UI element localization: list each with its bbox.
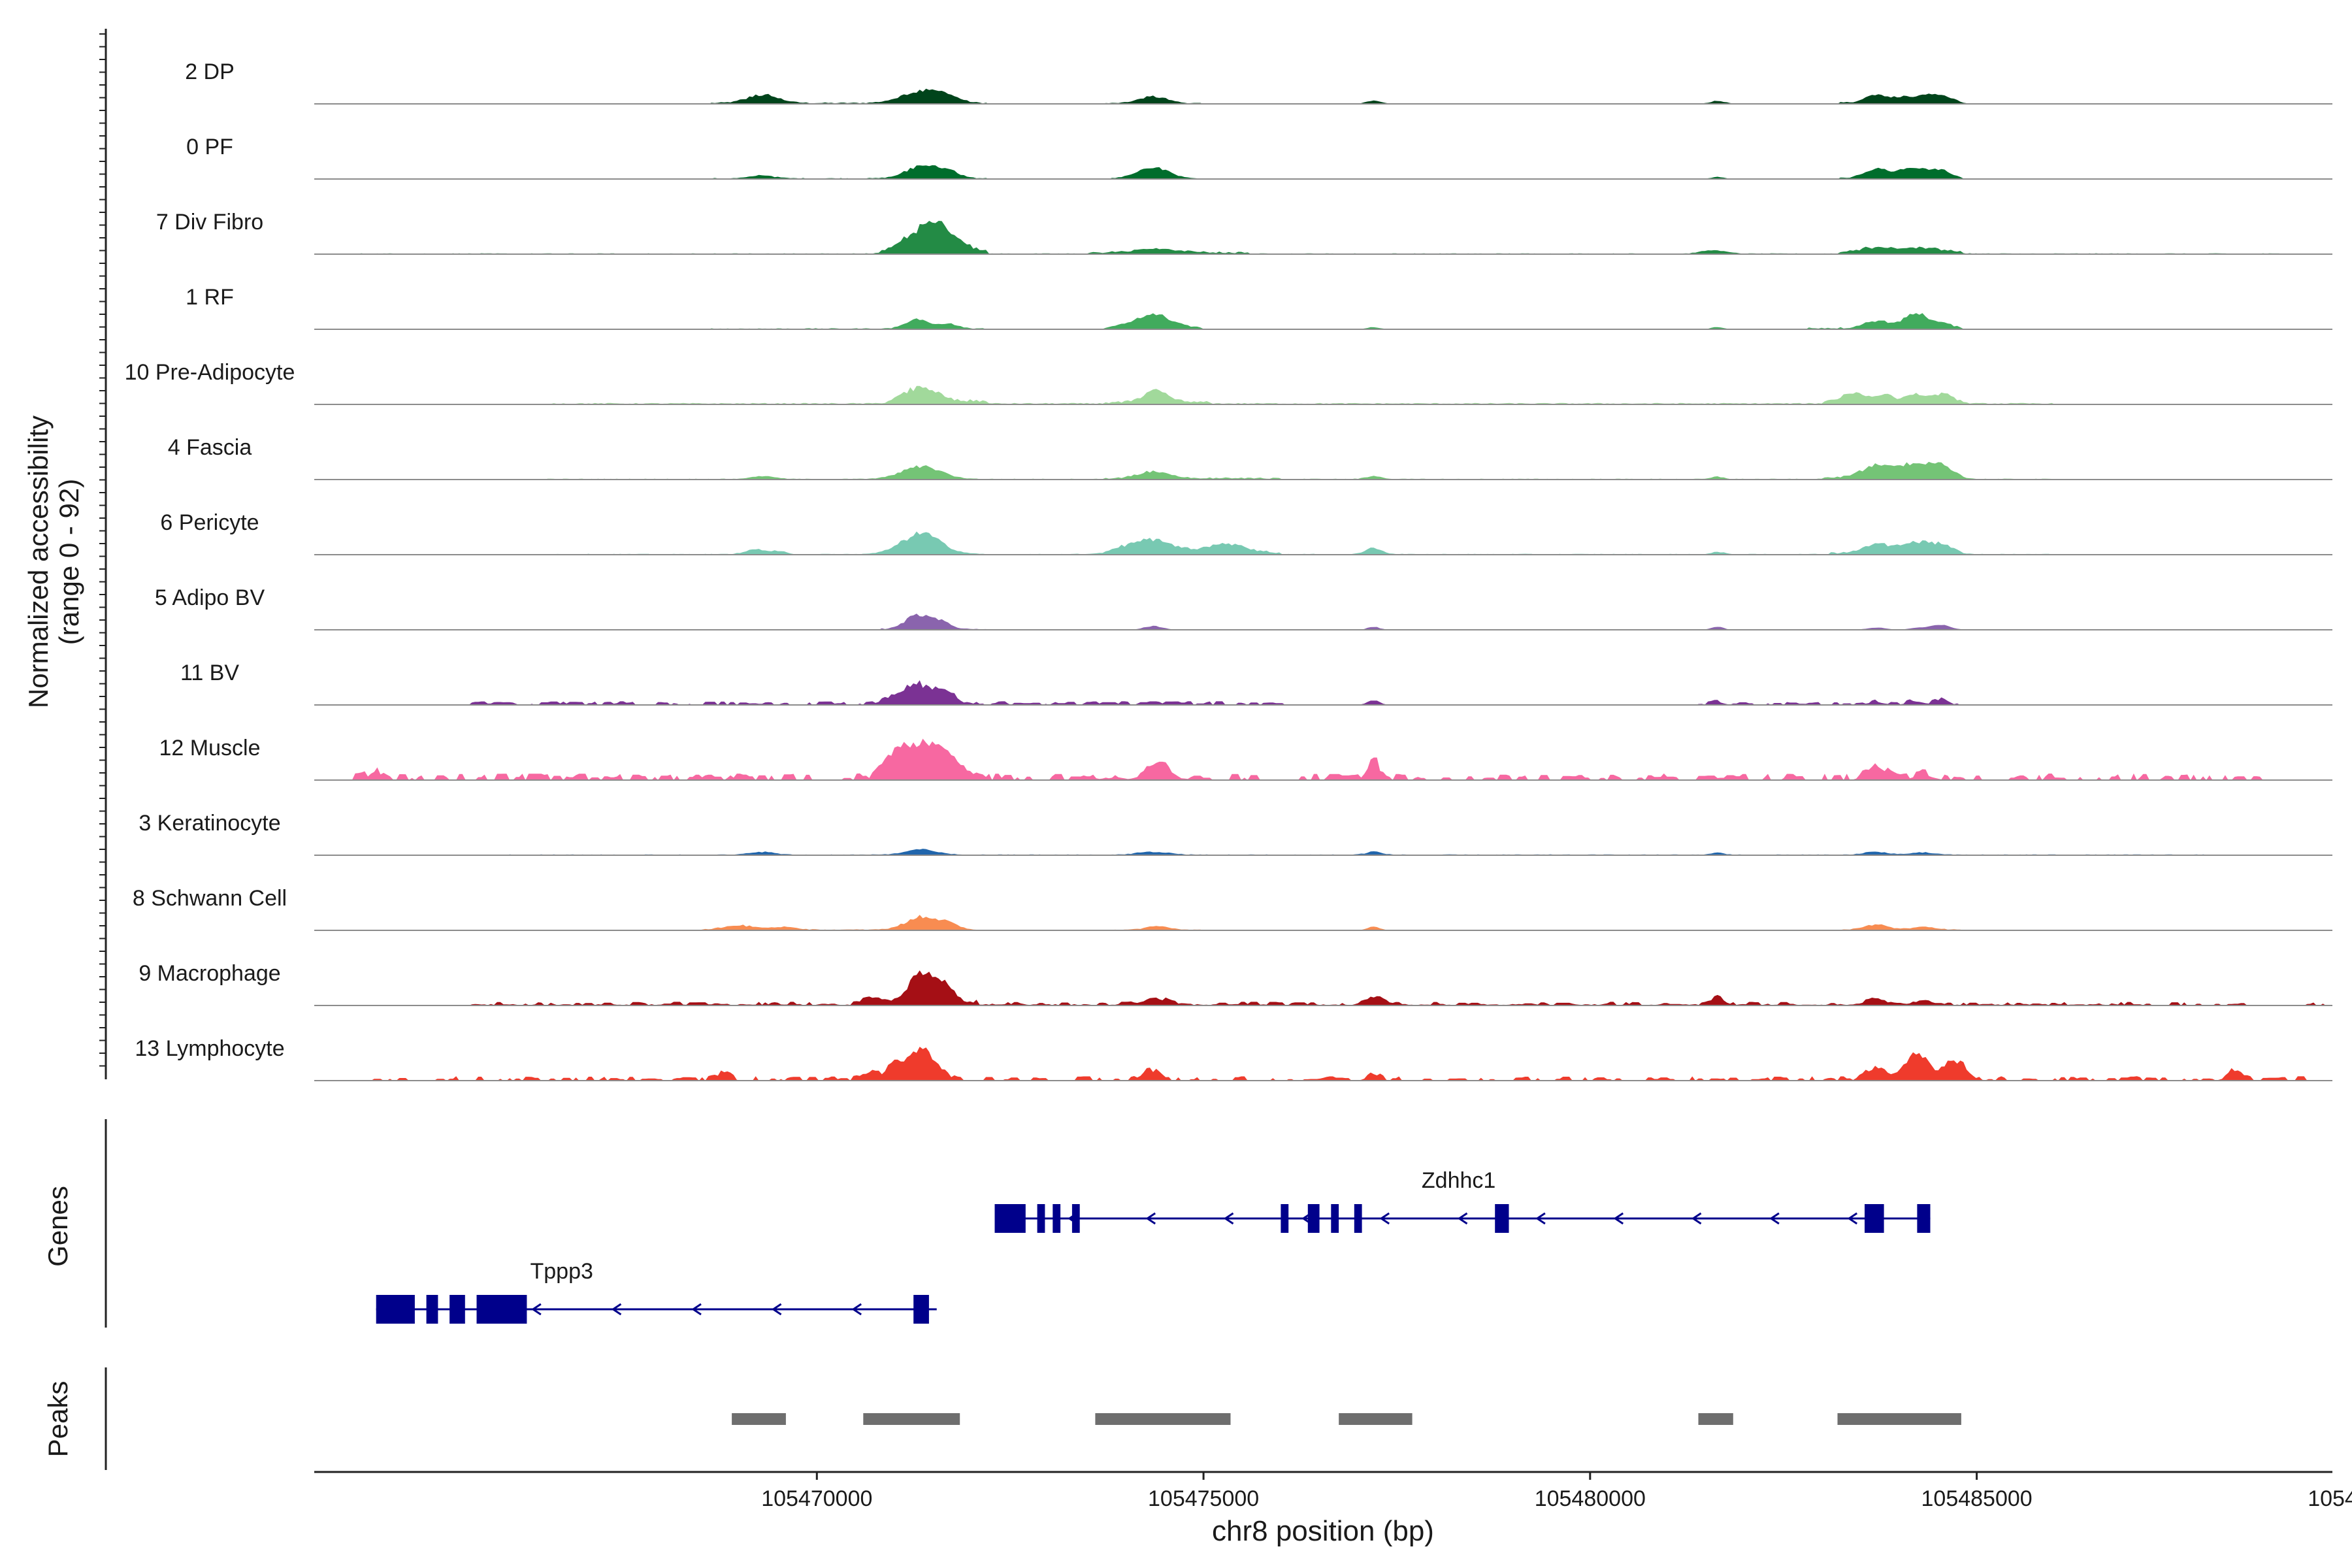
peak-region xyxy=(863,1413,960,1425)
coverage-area xyxy=(314,88,2332,104)
track-6-pericyte: 6 Pericyte xyxy=(160,510,2332,555)
coverage-area xyxy=(314,165,2332,179)
strand-arrow xyxy=(611,1303,622,1316)
exon xyxy=(1495,1204,1509,1233)
peak-region xyxy=(1339,1413,1413,1425)
coverage-tracks: 2 DP 0 PF 7 Div Fibro 1 RF 10 Pre-Adipocyte 4… xyxy=(125,59,2332,1081)
track-8-schwann-cell: 8 Schwann Cell xyxy=(133,886,2332,931)
peaks-panel-label: Peaks xyxy=(42,1381,73,1458)
gene-zdhhc1: Zdhhc1 xyxy=(994,1168,1931,1233)
track-label: 7 Div Fibro xyxy=(156,210,263,235)
strand-arrow xyxy=(1223,1212,1234,1225)
coverage-area xyxy=(314,461,2332,480)
track-label: 3 Keratinocyte xyxy=(139,811,280,836)
coverage-area xyxy=(314,970,2332,1005)
strand-arrow xyxy=(1145,1212,1156,1225)
track-label: 1 RF xyxy=(186,285,234,310)
exon xyxy=(1917,1204,1931,1233)
strand-arrow xyxy=(771,1303,782,1316)
x-axis-label: chr8 position (bp) xyxy=(1212,1515,1434,1547)
exon xyxy=(994,1204,1026,1233)
coverage-area xyxy=(314,915,2332,930)
track-5-adipo-bv: 5 Adipo BV xyxy=(155,585,2332,630)
peak-region xyxy=(1837,1413,1961,1425)
track-9-macrophage: 9 Macrophage xyxy=(139,961,2332,1006)
track-label: 6 Pericyte xyxy=(160,510,259,535)
strand-arrow xyxy=(1691,1212,1702,1225)
track-label: 8 Schwann Cell xyxy=(133,886,287,911)
track-label: 0 PF xyxy=(186,135,233,159)
track-label: 4 Fascia xyxy=(168,435,252,460)
x-tick-label: 105485000 xyxy=(1921,1486,2033,1511)
track-13-lymphocyte: 13 Lymphocyte xyxy=(135,1036,2332,1081)
strand-arrow xyxy=(531,1303,542,1316)
y-axis-label-line2: (range 0 - 92) xyxy=(54,479,84,645)
peak-region xyxy=(1095,1413,1231,1425)
track-label: 13 Lymphocyte xyxy=(135,1036,284,1061)
exon xyxy=(1865,1204,1884,1233)
coverage-y-ticks xyxy=(99,33,106,1067)
coverage-area xyxy=(314,849,2332,855)
coverage-area xyxy=(314,738,2332,780)
exon xyxy=(913,1295,929,1324)
exon xyxy=(449,1295,465,1324)
exon xyxy=(1281,1204,1289,1233)
gene-track: Zdhhc1 Tppp3 xyxy=(376,1168,1931,1324)
track-3-keratinocyte: 3 Keratinocyte xyxy=(139,811,2332,856)
strand-arrow xyxy=(851,1303,862,1316)
track-label: 2 DP xyxy=(185,59,235,84)
strand-arrow xyxy=(1847,1212,1858,1225)
track-2-dp: 2 DP xyxy=(185,59,2332,105)
exon xyxy=(1071,1204,1080,1233)
track-0-pf: 0 PF xyxy=(186,135,2332,180)
strand-arrow xyxy=(1535,1212,1546,1225)
peak-track xyxy=(732,1413,1961,1425)
exon xyxy=(1354,1204,1362,1233)
y-axis-label-line1: Normalized accessibility xyxy=(23,416,54,708)
exon xyxy=(376,1295,415,1324)
peak-region xyxy=(732,1413,786,1425)
exon xyxy=(1037,1204,1045,1233)
gene-name: Tppp3 xyxy=(530,1259,593,1284)
coverage-area xyxy=(314,221,2332,254)
exon xyxy=(1053,1204,1061,1233)
x-axis-ticks: 105470000 105475000 105480000 105485000 1054… xyxy=(761,1472,2352,1511)
coverage-area xyxy=(314,680,2332,705)
track-7-div-fibro: 7 Div Fibro xyxy=(156,210,2332,255)
exon xyxy=(1307,1204,1320,1233)
track-11-bv: 11 BV xyxy=(180,661,2332,706)
gene-name: Zdhhc1 xyxy=(1422,1168,1495,1193)
x-tick-label: 105470000 xyxy=(761,1486,872,1511)
peak-region xyxy=(1698,1413,1733,1425)
strand-arrow xyxy=(1769,1212,1780,1225)
coverage-area xyxy=(314,1047,2332,1081)
track-12-muscle: 12 Muscle xyxy=(159,736,2332,781)
x-tick-label: 105475000 xyxy=(1148,1486,1259,1511)
track-label: 11 BV xyxy=(180,661,239,685)
exon xyxy=(426,1295,438,1324)
coverage-area xyxy=(314,385,2332,404)
coverage-area xyxy=(314,313,2332,329)
track-label: 5 Adipo BV xyxy=(155,585,265,610)
exon xyxy=(1331,1204,1339,1233)
strand-arrow xyxy=(1613,1212,1624,1225)
strand-arrow xyxy=(691,1303,702,1316)
genes-panel-label: Genes xyxy=(42,1186,73,1267)
track-1-rf: 1 RF xyxy=(186,285,2332,330)
track-10-pre-adipocyte: 10 Pre-Adipocyte xyxy=(125,360,2332,405)
coverage-area xyxy=(314,613,2332,630)
x-tick-label: 105490000 xyxy=(2308,1486,2352,1511)
track-4-fascia: 4 Fascia xyxy=(168,435,2332,480)
x-tick-label: 105480000 xyxy=(1535,1486,1646,1511)
coverage-area xyxy=(314,531,2332,555)
exon xyxy=(476,1295,527,1324)
strand-arrow xyxy=(1457,1212,1468,1225)
track-label: 9 Macrophage xyxy=(139,961,280,986)
track-label: 10 Pre-Adipocyte xyxy=(125,360,295,385)
strand-arrow xyxy=(1379,1212,1390,1225)
gene-tppp3: Tppp3 xyxy=(376,1259,937,1324)
track-label: 12 Muscle xyxy=(159,736,261,760)
